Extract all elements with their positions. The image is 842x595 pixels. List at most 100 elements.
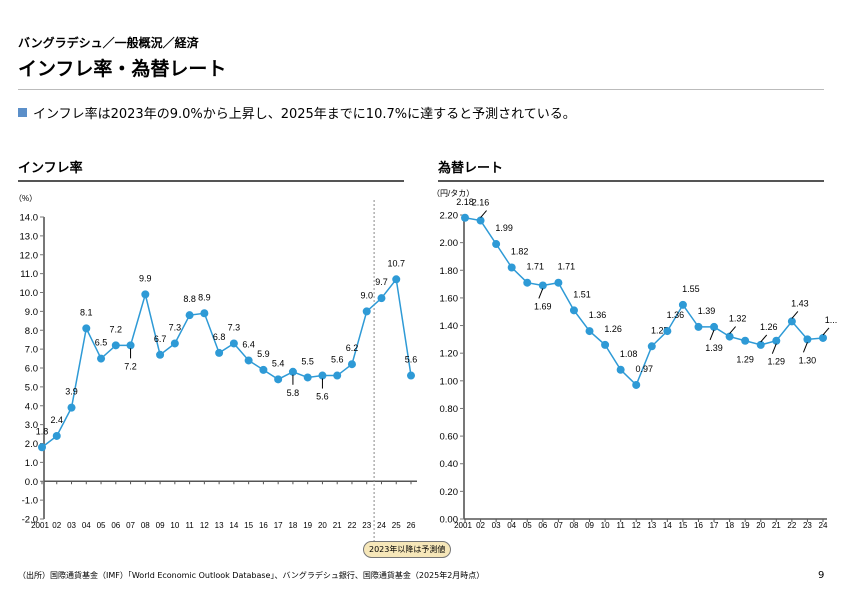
fx-data-label: 1.30 [799,355,817,365]
fx-data-label: 1.69 [534,301,552,311]
inflation-data-label: 9.9 [139,273,152,283]
summary-bullet: インフレ率は2023年の9.0%から上昇し、2025年までに10.7%に達すると… [18,103,576,122]
fx-data-point [585,327,594,336]
fx-chart-title: 為替レート [438,161,504,176]
fx-leader-line [791,311,799,319]
fx-unit-label: （円/タカ） [432,189,474,198]
fx-data-label: 2.16 [472,198,490,208]
fx-data-point [772,336,781,345]
inflation-data-point [244,356,253,365]
fx-data-label: 1.25 [651,325,669,335]
inflation-unit-label: （%） [14,194,37,203]
inflation-data-point [229,339,238,348]
inflation-data-label: 10.7 [387,258,405,268]
fx-data-point [787,317,796,326]
fx-leader-line [802,342,808,353]
fx-leader-line [822,327,830,336]
fx-data-point [461,213,469,222]
inflation-data-label: 9.7 [375,277,388,287]
fx-x-tick-label: 11 [616,521,625,530]
inflation-y-tick-label: 5.0 [25,382,38,393]
inflation-y-tick-label: 12.0 [20,250,39,261]
fx-x-tick-label: 23 [803,521,812,530]
fx-data-point [523,278,532,287]
inflation-x-tick-label: 19 [303,521,312,530]
inflation-data-label: 6.7 [154,334,167,344]
inflation-y-tick-label: 0.0 [25,477,38,488]
fx-data-label: 1.29 [736,355,754,365]
inflation-data-point [259,365,268,374]
inflation-x-tick-label: 21 [333,521,342,530]
divider [18,89,824,90]
inflation-data-point [392,275,401,284]
fx-leader-line [760,334,768,343]
fx-data-point [632,380,641,389]
fx-data-point [803,335,812,344]
fx-data-point [554,278,563,287]
inflation-data-label: 2.4 [51,415,64,425]
inflation-data-point [215,348,224,357]
inflation-x-tick-label: 04 [82,521,91,530]
inflation-y-tick-label: 2.0 [25,439,38,450]
inflation-data-point [141,290,150,299]
fx-data-label: 1.82 [511,247,529,257]
inflation-data-label: 1.8 [36,426,49,436]
fx-leader-line [709,329,715,341]
inflation-data-label: 3.9 [65,387,78,397]
inflation-data-point [362,307,371,316]
inflation-data-point [200,309,209,318]
inflation-data-point [318,371,327,380]
inflation-data-label: 6.5 [95,338,108,348]
fx-data-point [756,340,765,349]
fx-data-point [725,332,734,341]
fx-y-tick-label: 0.00 [440,515,459,526]
fx-data-point [647,342,656,351]
fx-y-tick-label: 2.20 [440,211,459,222]
inflation-y-tick-label: 9.0 [25,307,38,318]
fx-x-tick-label: 2001 [454,521,472,530]
inflation-data-label: 5.5 [301,356,314,366]
inflation-x-tick-label: 20 [318,521,327,530]
fx-x-tick-label: 07 [554,521,563,530]
inflation-data-label: 5.6 [405,355,418,365]
inflation-data-label: 5.6 [331,355,344,365]
fx-x-tick-label: 02 [476,521,485,530]
fx-data-label: 1.99 [495,223,513,233]
inflation-y-tick-label: -1.0 [22,496,38,507]
fx-data-label: 1.43 [791,298,809,308]
forecast-note: 2023年以降は予測値 [363,541,452,558]
inflation-y-tick-label: 10.0 [20,288,39,299]
inflation-data-label: 8.8 [183,294,196,304]
fx-data-label: 0.97 [635,364,653,374]
fx-data-point [710,322,719,331]
inflation-x-tick-label: 15 [244,521,253,530]
inflation-data-label: 7.2 [124,361,137,371]
fx-y-tick-label: 0.40 [440,459,459,470]
inflation-x-tick-label: 26 [407,521,416,530]
inflation-data-point [170,339,179,348]
fx-data-point [569,306,578,315]
fx-x-tick-label: 21 [772,521,781,530]
inflation-data-point [377,294,386,303]
inflation-data-label: 5.9 [257,349,270,359]
fx-leader-line [771,343,777,354]
inflation-x-tick-label: 03 [67,521,76,530]
fx-data-label: 1.36 [667,310,685,320]
inflation-data-label: 6.2 [346,343,359,353]
inflation-data-point [274,375,283,384]
fx-data-label: 1.08 [620,349,638,359]
inflation-x-tick-label: 24 [377,521,386,530]
inflation-data-label: 7.3 [228,322,241,332]
fx-x-tick-label: 19 [741,521,750,530]
fx-x-tick-label: 05 [523,521,532,530]
summary-text: インフレ率は2023年の9.0%から上昇し、2025年までに10.7%に達すると… [33,107,576,122]
fx-x-tick-label: 20 [756,521,765,530]
fx-x-tick-label: 16 [694,521,703,530]
fx-y-tick-label: 0.60 [440,432,459,443]
fx-data-point [694,322,703,331]
inflation-x-tick-label: 08 [141,521,150,530]
fx-x-tick-label: 24 [819,521,828,530]
inflation-data-point [67,403,76,412]
inflation-data-point [288,367,297,376]
source-note: （出所）国際通貨基金（IMF）「World Economic Outlook D… [18,571,485,580]
